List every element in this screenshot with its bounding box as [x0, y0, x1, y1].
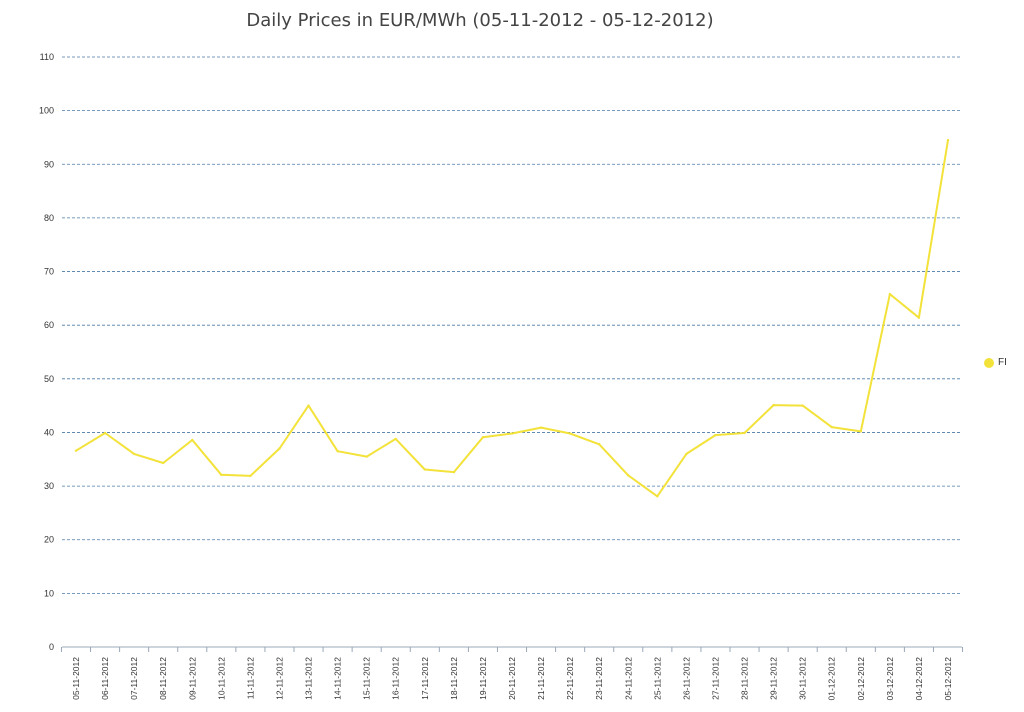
x-tick-label: 12-11-2012 — [274, 657, 284, 700]
data-point — [103, 431, 107, 435]
x-tick-label: 05-12-2012 — [943, 657, 953, 701]
x-tick-label: 22-11-2012 — [565, 657, 575, 700]
x-tick-label: 16-11-2012 — [391, 657, 401, 700]
x-tick-label: 26-11-2012 — [681, 657, 691, 700]
x-tick-label: 06-11-2012 — [100, 657, 110, 700]
y-tick-label-50: 50 — [44, 374, 54, 384]
x-tick-label: 09-11-2012 — [187, 657, 197, 700]
y-tick-label-0: 0 — [49, 642, 54, 652]
series-layer — [74, 138, 950, 498]
series-line-fi — [75, 139, 949, 498]
data-point — [598, 443, 601, 446]
x-tick-label: 11-11-2012 — [245, 657, 255, 699]
x-tick-label: 28-11-2012 — [740, 657, 750, 700]
x-tick-label: 08-11-2012 — [158, 657, 168, 700]
data-point — [423, 468, 426, 471]
x-tick-label: 19-11-2012 — [478, 657, 488, 700]
data-point — [220, 473, 223, 477]
y-tick-label-60: 60 — [44, 320, 54, 330]
data-point — [249, 474, 252, 478]
data-point — [539, 426, 543, 429]
data-point — [627, 474, 630, 477]
y-tick-label-90: 90 — [44, 159, 54, 169]
data-point — [946, 138, 950, 142]
x-tick-label: 04-12-2012 — [914, 657, 924, 701]
y-tick-label-80: 80 — [44, 213, 54, 223]
data-point — [568, 432, 572, 435]
x-tick-label: 30-11-2012 — [798, 657, 808, 700]
data-point — [452, 470, 456, 474]
y-tick-label-10: 10 — [44, 588, 54, 598]
data-point — [888, 292, 892, 296]
axes — [60, 646, 964, 652]
data-point — [394, 437, 397, 441]
chart-title: Daily Prices in EUR/MWh (05-11-2012 - 05… — [246, 10, 714, 31]
y-tick-label-30: 30 — [44, 481, 54, 491]
data-point — [685, 452, 688, 456]
x-axis-tick-labels: 05-11-2012 06-11-2012 07-11-2012 08-11-2012… — [71, 657, 953, 701]
grid-lines — [62, 56, 962, 594]
x-tick-label: 24-11-2012 — [623, 657, 633, 700]
data-point — [336, 450, 339, 453]
data-point — [772, 403, 775, 407]
x-tick-label: 05-11-2012 — [71, 657, 81, 700]
x-tick-label: 21-11-2012 — [536, 657, 546, 700]
x-tick-label: 03-12-2012 — [885, 657, 895, 701]
data-point — [830, 425, 833, 429]
data-point — [191, 438, 194, 442]
data-point — [743, 431, 746, 435]
x-tick-label: 23-11-2012 — [594, 657, 604, 700]
x-tick-label: 02-12-2012 — [856, 657, 866, 701]
y-tick-label-110: 110 — [40, 52, 54, 62]
x-tick-label: 27-11-2012 — [710, 657, 720, 700]
x-tick-label: 15-11-2012 — [362, 657, 372, 700]
data-point — [481, 436, 485, 439]
data-point — [801, 404, 804, 407]
x-tick-label: 17-11-2012 — [420, 657, 430, 700]
data-point — [307, 404, 310, 407]
y-tick-label-40: 40 — [44, 427, 54, 437]
x-tick-label: 20-11-2012 — [507, 657, 517, 700]
x-tick-label: 14-11-2012 — [333, 657, 343, 700]
y-axis-tick-labels: 0 10 20 30 40 50 60 70 80 90 100 110 — [39, 52, 54, 652]
data-point — [510, 432, 514, 435]
y-tick-label-100: 100 — [39, 106, 54, 116]
x-tick-label: 25-11-2012 — [652, 657, 662, 700]
legend[interactable]: FI — [984, 357, 1007, 368]
legend-label-fi: FI — [998, 357, 1007, 368]
data-point — [278, 447, 281, 450]
data-point — [132, 452, 136, 456]
x-tick-label: 29-11-2012 — [769, 657, 779, 700]
legend-marker-fi — [984, 357, 994, 368]
x-tick-label: 01-12-2012 — [827, 657, 837, 701]
y-tick-label-20: 20 — [44, 535, 54, 545]
data-point — [162, 461, 165, 465]
data-point — [917, 316, 921, 319]
data-point — [365, 455, 368, 458]
x-tick-label: 07-11-2012 — [129, 657, 139, 700]
data-point — [714, 433, 717, 437]
x-tick-label: 10-11-2012 — [216, 657, 226, 700]
x-tick-label: 13-11-2012 — [304, 657, 314, 700]
y-tick-label-70: 70 — [44, 267, 54, 277]
data-point — [74, 449, 78, 452]
data-point — [859, 430, 862, 433]
x-tick-label: 18-11-2012 — [449, 657, 459, 700]
data-point — [656, 495, 659, 498]
